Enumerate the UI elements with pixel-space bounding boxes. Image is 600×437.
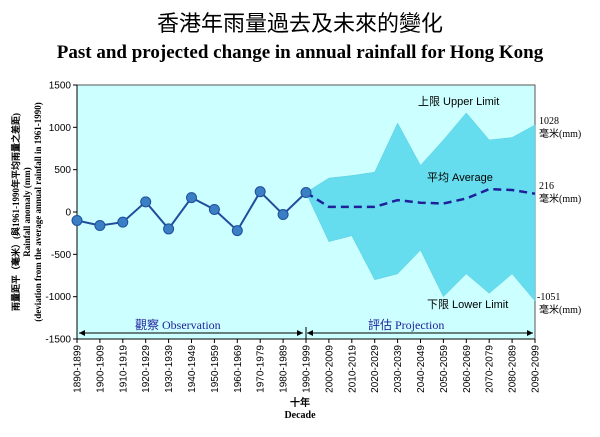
x-tick-label: 1980-1989 <box>279 345 290 393</box>
y-axis-label-line-2: Rainfall anomaly (mm) <box>22 167 32 257</box>
observation-point <box>140 196 152 208</box>
observation-point <box>231 225 243 237</box>
upper-end-value: 1028 <box>539 116 559 127</box>
y-tick-label: 1000 <box>49 123 72 134</box>
x-tick-label: 2070-2079 <box>485 345 496 393</box>
x-axis-label-chinese: 十年 <box>290 396 310 409</box>
y-axis-label-line-3: (deviation from the average annual rainf… <box>33 102 43 322</box>
projected-average-line <box>305 187 536 209</box>
observation-point <box>300 187 312 199</box>
observation-point <box>186 192 197 204</box>
y-tick-label: 1500 <box>49 81 72 92</box>
y-tick-label: 500 <box>54 165 71 176</box>
lower-end-value: -1051 <box>537 292 560 303</box>
x-tick-label: 1970-1979 <box>256 345 267 393</box>
observation-point <box>117 216 129 228</box>
average-end-unit: 毫米(mm) <box>539 192 581 205</box>
observation-point <box>208 203 220 215</box>
observation-point <box>94 220 106 232</box>
x-tick-label: 2000-2009 <box>324 345 335 393</box>
x-tick-label: 1930-1939 <box>164 345 175 393</box>
projection-label: 評估 Projection <box>368 317 444 332</box>
chart-title-chinese: 香港年雨量過去及未來的變化 <box>156 12 443 37</box>
x-axis-label-english: Decade <box>284 410 316 421</box>
x-tick-label: 2010-2019 <box>347 345 358 393</box>
x-tick-label: 2030-2039 <box>393 345 404 393</box>
average-label: 平均 Average <box>427 171 493 184</box>
x-tick-label: 1890-1899 <box>73 345 84 393</box>
x-tick-label: 1940-1949 <box>187 345 198 393</box>
x-tick-label: 1910-1919 <box>118 345 129 393</box>
y-tick-label: 0 <box>65 208 71 219</box>
observation-point <box>71 214 83 226</box>
x-tick-label: 1950-1959 <box>210 345 221 393</box>
x-tick-label: 2040-2049 <box>416 345 427 393</box>
y-axis-label-line-1: 雨量距平（毫米）(與1961-1990年平均雨量之差距) <box>10 113 21 311</box>
lower-limit-label: 下限 Lower Limit <box>427 298 508 311</box>
observation-point <box>254 186 266 198</box>
x-tick-label: 2020-2029 <box>370 345 381 393</box>
projection-range-band <box>305 112 536 302</box>
upper-limit-label: 上限 Upper Limit <box>418 95 499 108</box>
x-tick-label: 1960-1969 <box>233 345 244 393</box>
x-tick-label: 1990-1999 <box>302 345 313 393</box>
observation-label: 觀察 Observation <box>135 318 221 332</box>
y-tick-label: -1000 <box>45 292 71 303</box>
average-end-value: 216 <box>539 181 554 192</box>
x-tick-label: 2060-2069 <box>462 345 473 393</box>
lower-end-unit: 毫米(mm) <box>539 303 581 316</box>
chart-title-english: Past and projected change in annual rain… <box>56 42 544 63</box>
upper-end-unit: 毫米(mm) <box>539 127 581 140</box>
observation-point <box>163 223 175 235</box>
x-tick-label: 1920-1929 <box>141 345 152 393</box>
x-tick-label: 2080-2089 <box>508 345 519 393</box>
y-tick-label: -1500 <box>45 335 71 346</box>
x-tick-label: 2050-2059 <box>439 345 450 393</box>
x-tick-label: 2090-2099 <box>531 345 542 393</box>
y-tick-label: -500 <box>51 250 71 261</box>
x-tick-label: 1900-1909 <box>95 345 106 393</box>
observation-point <box>277 209 289 221</box>
